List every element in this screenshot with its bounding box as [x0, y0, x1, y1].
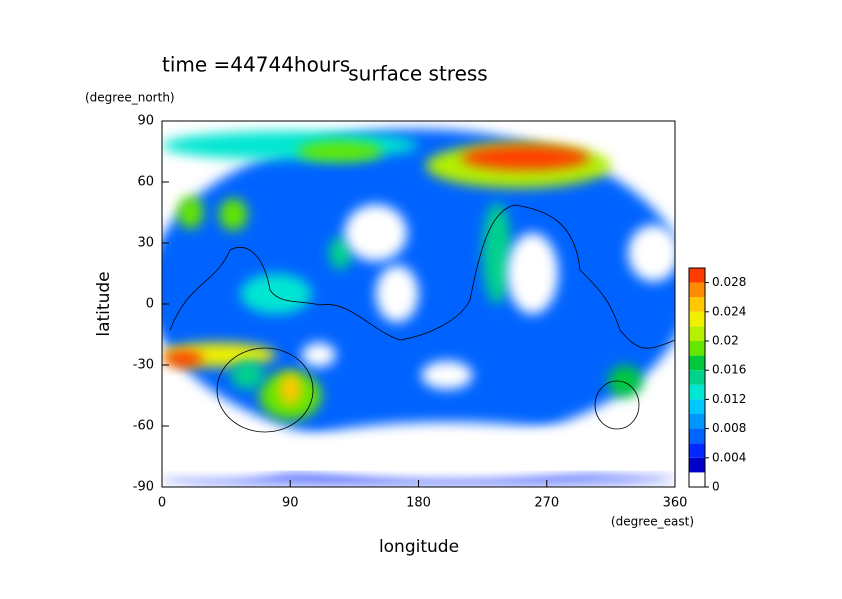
stress-region [297, 141, 383, 162]
stress-region [301, 342, 336, 368]
stress-region [290, 421, 604, 479]
stress-region [230, 360, 265, 390]
coastlines [169, 204, 675, 433]
colorbar-bin [689, 326, 705, 341]
colorbar-frame [688, 267, 706, 488]
colorbar-bin [689, 268, 705, 283]
colorbar-label: 0.024 [712, 304, 746, 318]
y-tick-label: -60 [133, 419, 154, 434]
x-tick-label: 270 [534, 496, 559, 511]
colorbar-label: 0.004 [712, 450, 746, 464]
colorbar-bin [689, 443, 705, 458]
y-label: latitude [94, 271, 114, 336]
colorbar-label: 0.028 [712, 275, 746, 289]
y-tick-label: -30 [133, 358, 154, 373]
colorbar-bin [689, 297, 705, 312]
colorbar-label: 0.012 [712, 392, 746, 406]
colorbar-bin [689, 282, 705, 298]
y-tick-label: -90 [133, 480, 154, 495]
stress-region [328, 236, 352, 270]
colorbar-label: 0.016 [712, 363, 746, 377]
x-label: longitude [379, 537, 459, 557]
colorbar: 0 0.004 0.008 0.012 0.016 0.02 0.024 0.028 [689, 268, 746, 494]
stress-region [344, 204, 408, 262]
colorbar-bin [689, 370, 705, 385]
chart-title: surface stress [348, 62, 487, 86]
colorbar-bin [689, 428, 705, 444]
stress-region [162, 448, 284, 477]
stress-region [421, 360, 473, 390]
x-tick-label: 90 [282, 496, 299, 511]
colorbar-label: 0 [712, 480, 720, 494]
colorbar-bin [689, 414, 705, 429]
y-tick-label: 60 [137, 175, 154, 190]
x-tick-label: 360 [663, 496, 688, 511]
colorbar-bin [689, 457, 705, 473]
annotation: time =44744hours [162, 53, 350, 77]
colorbar-bin [689, 399, 705, 414]
stress-region [219, 198, 248, 231]
y-unit: (degree_north) [85, 91, 175, 105]
y-tick-label: 0 [146, 297, 154, 312]
stress-region [482, 202, 512, 304]
y-tick-label: 90 [137, 114, 154, 129]
colorbar-bin [689, 472, 705, 487]
y-tick-label: 30 [137, 236, 154, 251]
colorbar-bin [689, 355, 705, 371]
colorbar-label: 0.02 [712, 334, 739, 348]
x-tick-label: 0 [158, 496, 166, 511]
colorbar-bin [689, 311, 705, 327]
x-unit: (degree_east) [611, 515, 694, 529]
stress-region [163, 350, 204, 368]
stress-region [278, 373, 302, 406]
stress-region [506, 232, 559, 315]
stress-region [461, 145, 590, 170]
colorbar-bin [689, 341, 705, 356]
stress-region [162, 131, 419, 160]
stress-region [162, 129, 675, 447]
stress-region [240, 273, 312, 315]
stress-region [375, 265, 419, 323]
x-tick-label: 180 [406, 496, 431, 511]
colorbar-label: 0.008 [712, 421, 746, 435]
field [162, 121, 675, 487]
stress-region [627, 224, 675, 282]
colorbar-bin [689, 384, 705, 400]
stress-region [582, 434, 675, 467]
stress-region [177, 196, 204, 229]
